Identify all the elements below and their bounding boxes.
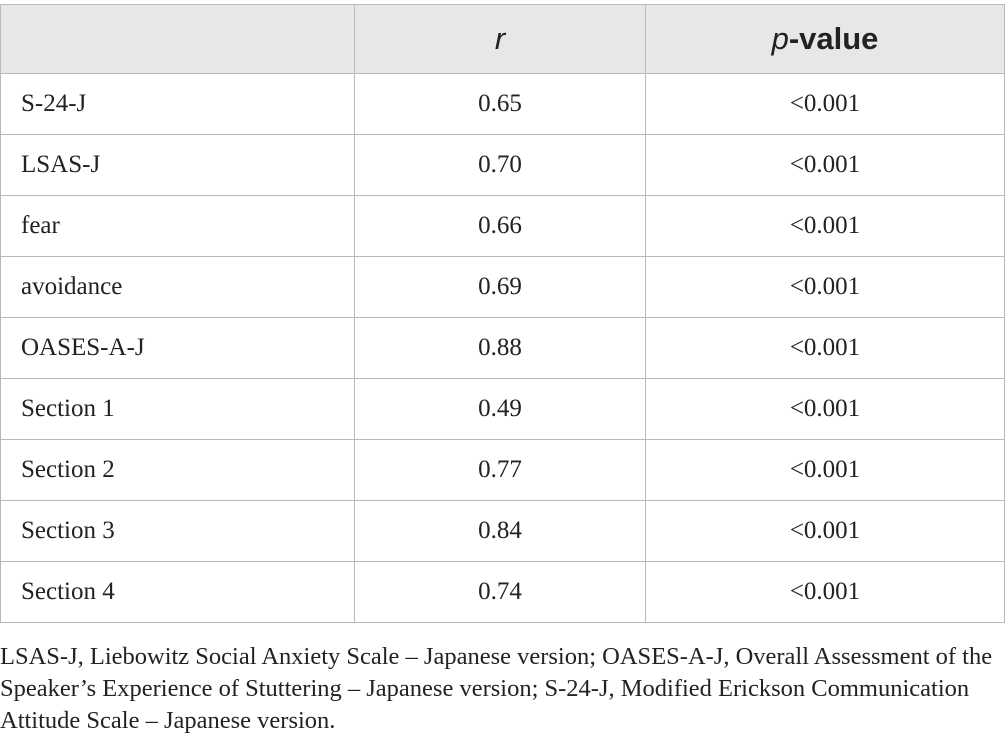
table-row: Section 1 0.49 <0.001 — [0, 378, 1005, 440]
row-label: S-24-J — [0, 73, 355, 135]
row-p-value: <0.001 — [645, 317, 1005, 379]
correlation-table: r p-value S-24-J 0.65 <0.001 LSAS-J 0.70… — [0, 4, 1005, 623]
header-r: r — [354, 4, 646, 74]
row-r-value: 0.49 — [354, 378, 646, 440]
table-body: S-24-J 0.65 <0.001 LSAS-J 0.70 <0.001 fe… — [0, 73, 1005, 623]
row-r-value: 0.69 — [354, 256, 646, 318]
row-label: Section 3 — [0, 500, 355, 562]
row-p-value: <0.001 — [645, 195, 1005, 257]
row-r-value: 0.70 — [354, 134, 646, 196]
table-row: Section 2 0.77 <0.001 — [0, 439, 1005, 501]
row-label: avoidance — [0, 256, 355, 318]
row-r-value: 0.84 — [354, 500, 646, 562]
table-row: OASES-A-J 0.88 <0.001 — [0, 317, 1005, 379]
row-r-value: 0.88 — [354, 317, 646, 379]
row-r-value: 0.65 — [354, 73, 646, 135]
row-r-value: 0.74 — [354, 561, 646, 623]
row-r-value: 0.77 — [354, 439, 646, 501]
table-footnote: LSAS-J, Liebowitz Social Anxiety Scale –… — [0, 643, 993, 734]
row-p-value: <0.001 — [645, 256, 1005, 318]
row-p-value: <0.001 — [645, 378, 1005, 440]
header-p-value: p-value — [645, 4, 1005, 74]
row-p-value: <0.001 — [645, 73, 1005, 135]
table-row: Section 4 0.74 <0.001 — [0, 561, 1005, 623]
header-p-suffix: -value — [788, 21, 879, 56]
row-label: Section 2 — [0, 439, 355, 501]
header-p-italic: p — [771, 21, 789, 56]
row-label: fear — [0, 195, 355, 257]
row-p-value: <0.001 — [645, 439, 1005, 501]
row-label: Section 1 — [0, 378, 355, 440]
row-p-value: <0.001 — [645, 134, 1005, 196]
header-row: r p-value — [0, 4, 1005, 74]
header-blank-cell — [0, 4, 355, 74]
row-label: Section 4 — [0, 561, 355, 623]
row-label: LSAS-J — [0, 134, 355, 196]
row-p-value: <0.001 — [645, 500, 1005, 562]
header-r-label: r — [494, 21, 506, 56]
row-p-value: <0.001 — [645, 561, 1005, 623]
table-row: fear 0.66 <0.001 — [0, 195, 1005, 257]
table-row: Section 3 0.84 <0.001 — [0, 500, 1005, 562]
table-header: r p-value — [0, 4, 1005, 74]
row-label: OASES-A-J — [0, 317, 355, 379]
table-row: S-24-J 0.65 <0.001 — [0, 73, 1005, 135]
table-row: avoidance 0.69 <0.001 — [0, 256, 1005, 318]
table-row: LSAS-J 0.70 <0.001 — [0, 134, 1005, 196]
row-r-value: 0.66 — [354, 195, 646, 257]
